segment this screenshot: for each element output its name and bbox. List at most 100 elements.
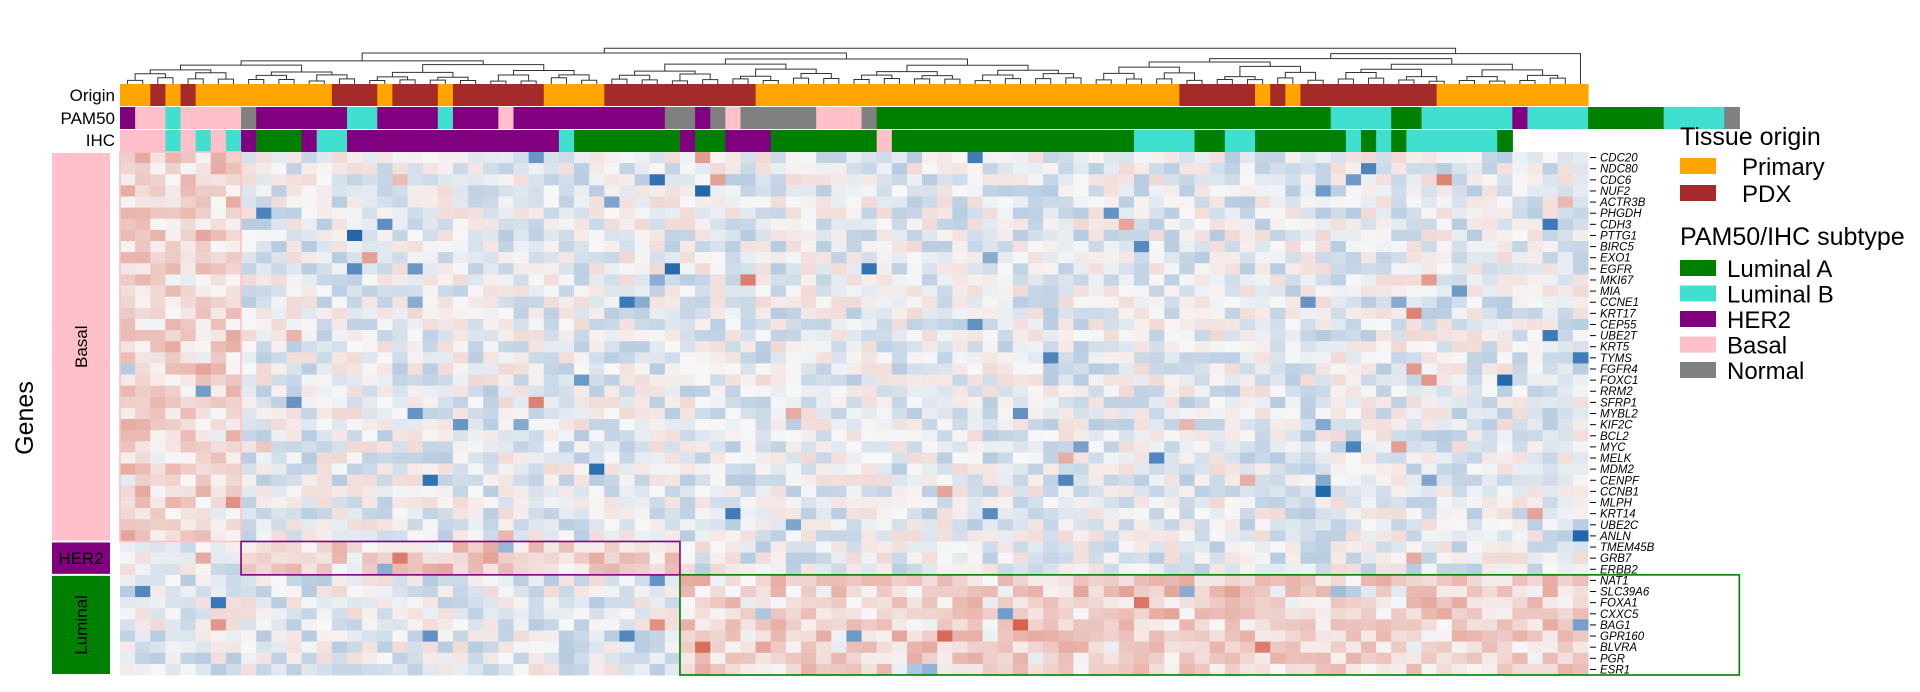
heatmap-cell	[967, 363, 984, 376]
gene-group-bar-basal	[52, 153, 110, 541]
heatmap-cell	[180, 608, 197, 620]
heatmap-cell	[649, 519, 666, 531]
heatmap-cell	[1224, 374, 1241, 387]
heatmap-cell	[241, 218, 257, 231]
heatmap-cell	[301, 152, 318, 164]
heatmap-cell	[120, 196, 136, 209]
heatmap-cell	[407, 641, 424, 654]
heatmap-cell	[1255, 452, 1271, 465]
heatmap-cell	[392, 207, 409, 220]
heatmap-cell	[165, 441, 182, 453]
heatmap-cell	[316, 663, 333, 676]
heatmap-cell	[301, 663, 318, 676]
heatmap-cell	[1270, 285, 1286, 298]
heatmap-cell	[1028, 463, 1044, 476]
heatmap-cell	[846, 608, 863, 620]
heatmap-cell	[937, 263, 953, 275]
gene-label: MYC	[1600, 442, 1626, 454]
heatmap-cell	[1088, 530, 1105, 542]
heatmap-cell	[846, 318, 863, 331]
heatmap-cell	[543, 174, 560, 186]
heatmap-cell	[1376, 597, 1392, 609]
heatmap-cell	[180, 307, 197, 320]
dendrogram-branch	[149, 69, 212, 74]
heatmap-cell	[468, 463, 484, 476]
heatmap-cell	[997, 619, 1014, 631]
heatmap-cell	[1239, 196, 1256, 209]
heatmap-cell	[1209, 630, 1226, 643]
heatmap-cell	[831, 452, 847, 465]
gene-label: MDM2	[1600, 464, 1634, 476]
heatmap-cell	[649, 341, 666, 353]
heatmap-cell	[210, 652, 227, 665]
heatmap-cell	[1179, 185, 1196, 198]
heatmap-cell	[225, 274, 242, 287]
heatmap-cell	[301, 463, 318, 476]
dendrogram-branch	[520, 80, 537, 84]
heatmap-cell	[604, 218, 620, 231]
heatmap-cell	[710, 663, 726, 676]
heatmap-cell	[997, 218, 1014, 231]
heatmap-cell	[1179, 552, 1196, 565]
heatmap-cell	[558, 196, 575, 209]
heatmap-cell	[922, 552, 938, 565]
pam50-segment	[725, 107, 742, 129]
heatmap-cell	[1376, 585, 1392, 598]
heatmap-cell	[543, 241, 560, 253]
heatmap-cell	[1028, 363, 1044, 376]
heatmap-cell	[770, 363, 787, 376]
heatmap-cell	[967, 229, 984, 242]
heatmap-cell	[286, 530, 303, 542]
heatmap-cell	[225, 508, 242, 520]
heatmap-cell	[1421, 474, 1438, 487]
heatmap-cell	[316, 485, 333, 498]
heatmap-cell	[740, 608, 757, 620]
heatmap-cell	[558, 441, 575, 453]
dendrogram-branch	[460, 79, 477, 84]
heatmap-cell	[256, 263, 272, 275]
heatmap-cell	[528, 597, 545, 609]
heatmap-cell	[256, 663, 272, 676]
heatmap-cell	[679, 318, 696, 331]
heatmap-cell	[1073, 574, 1090, 587]
heatmap-cell	[483, 508, 499, 520]
heatmap-cell	[679, 563, 696, 576]
heatmap-cell	[331, 641, 348, 654]
heatmap-cell	[740, 241, 757, 253]
heatmap-cell	[135, 318, 151, 331]
heatmap-cell	[1421, 363, 1438, 376]
heatmap-cell	[1224, 585, 1241, 598]
heatmap-cell	[165, 597, 182, 609]
heatmap-cell	[1012, 552, 1029, 565]
heatmap-cell	[785, 296, 802, 309]
heatmap-cell	[695, 152, 711, 164]
heatmap-cell	[831, 474, 847, 487]
heatmap-cell	[740, 263, 757, 275]
heatmap-cell	[452, 341, 469, 353]
heatmap-cell	[664, 352, 681, 364]
heatmap-cell	[347, 608, 363, 620]
heatmap-cell	[1436, 263, 1453, 275]
heatmap-cell	[634, 652, 651, 665]
heatmap-cell	[1466, 152, 1483, 164]
heatmap-cell	[846, 563, 863, 576]
heatmap-cell	[619, 352, 636, 364]
heatmap-cell	[831, 663, 847, 676]
heatmap-cell	[468, 296, 484, 309]
heatmap-cell	[498, 519, 514, 531]
heatmap-cell	[256, 508, 272, 520]
heatmap-cell	[1043, 307, 1059, 320]
heatmap-cell	[165, 330, 182, 342]
heatmap-cell	[225, 385, 242, 398]
pam50-segment	[120, 107, 136, 129]
heatmap-cell	[679, 307, 696, 320]
heatmap-cell	[664, 152, 681, 164]
heatmap-cell	[210, 318, 227, 331]
heatmap-cell	[1436, 463, 1453, 476]
heatmap-cell	[649, 174, 666, 186]
heatmap-cell	[876, 508, 893, 520]
heatmap-cell	[135, 630, 151, 643]
heatmap-cell	[316, 229, 333, 242]
heatmap-cell	[1527, 307, 1544, 320]
heatmap-cell	[1345, 552, 1362, 565]
